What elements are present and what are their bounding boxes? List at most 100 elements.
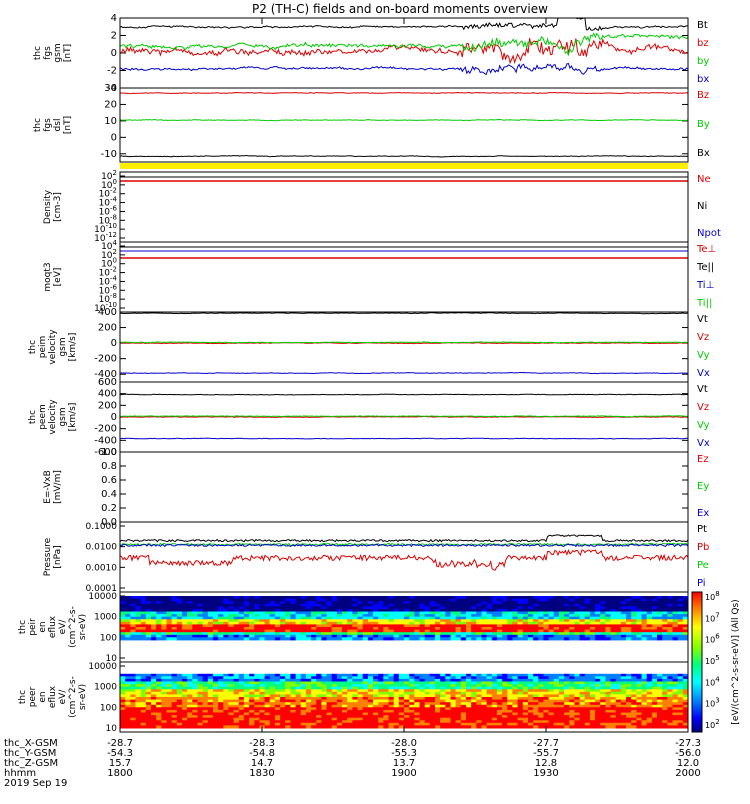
heatmap-cell bbox=[120, 629, 126, 633]
heatmap-cell bbox=[212, 697, 219, 701]
heatmap-cell bbox=[156, 715, 162, 719]
heatmap-cell bbox=[491, 717, 498, 721]
heatmap-cell bbox=[373, 712, 379, 716]
heatmap-cell bbox=[393, 725, 400, 729]
heatmap-cell bbox=[424, 603, 431, 607]
heatmap-cell bbox=[212, 676, 219, 680]
heatmap-cell bbox=[357, 673, 364, 677]
heatmap-cell bbox=[682, 707, 689, 711]
heatmap-cell bbox=[336, 627, 343, 631]
ytick-label: 102 bbox=[101, 248, 117, 261]
xaxis-value: 15.7 bbox=[109, 758, 131, 769]
heatmap-cell bbox=[486, 684, 493, 688]
heatmap-cell bbox=[228, 720, 235, 724]
heatmap-cell bbox=[682, 722, 689, 726]
heatmap-cell bbox=[336, 697, 343, 701]
legend-Vy: Vy bbox=[697, 420, 710, 431]
heatmap-cell bbox=[156, 596, 162, 600]
heatmap-cell bbox=[378, 606, 384, 610]
heatmap-cell bbox=[435, 704, 441, 708]
heatmap-cell bbox=[548, 634, 555, 638]
heatmap-cell bbox=[223, 606, 229, 610]
heatmap-cell bbox=[300, 686, 307, 690]
heatmap-cell bbox=[574, 619, 581, 623]
heatmap-cell bbox=[161, 629, 167, 633]
heatmap-cell bbox=[316, 629, 322, 633]
heatmap-cell bbox=[207, 616, 214, 620]
heatmap-cell bbox=[600, 691, 606, 695]
heatmap-cell bbox=[615, 722, 622, 726]
heatmap-cell bbox=[471, 634, 477, 638]
heatmap-cell bbox=[326, 717, 333, 721]
heatmap-cell bbox=[682, 601, 689, 605]
heatmap-cell bbox=[264, 725, 271, 729]
heatmap-cell bbox=[682, 596, 689, 600]
heatmap-cell bbox=[120, 624, 126, 628]
legend-Ti⊥: Ti⊥ bbox=[696, 280, 714, 291]
heatmap-cell bbox=[491, 606, 498, 610]
heatmap-cell bbox=[548, 627, 555, 631]
ytick-label: -200 bbox=[94, 424, 117, 435]
heatmap-cell bbox=[533, 686, 539, 690]
heatmap-cell bbox=[589, 634, 596, 638]
heatmap-cell bbox=[182, 596, 188, 600]
heatmap-cell bbox=[311, 725, 317, 729]
series-Pt bbox=[119, 534, 689, 543]
heatmap-cell bbox=[677, 717, 684, 721]
heatmap-cell bbox=[352, 720, 359, 724]
heatmap-cell bbox=[584, 709, 591, 713]
heatmap-cell bbox=[145, 598, 152, 602]
heatmap-cell bbox=[672, 634, 679, 638]
heatmap-cell bbox=[419, 722, 426, 726]
heatmap-cell bbox=[522, 707, 529, 711]
heatmap-cell bbox=[481, 712, 488, 716]
heatmap-cell bbox=[553, 707, 560, 711]
heatmap-cell bbox=[207, 725, 214, 729]
heatmap-cell bbox=[610, 709, 617, 713]
heatmap-cell bbox=[362, 699, 369, 703]
heatmap-cell bbox=[125, 616, 131, 620]
series-Vx bbox=[119, 437, 689, 440]
heatmap-cell bbox=[620, 606, 627, 610]
heatmap-cell bbox=[326, 689, 333, 693]
heatmap-cell bbox=[171, 699, 178, 703]
heatmap-cell bbox=[533, 715, 539, 719]
heatmap-cell bbox=[414, 709, 420, 713]
heatmap-cell bbox=[491, 722, 498, 726]
heatmap-cell bbox=[238, 637, 245, 641]
heatmap-cell bbox=[615, 684, 622, 688]
heatmap-cell bbox=[285, 686, 291, 690]
heatmap-cell bbox=[569, 621, 575, 625]
heatmap-cell bbox=[145, 702, 152, 706]
heatmap-cell bbox=[538, 707, 544, 711]
heatmap-cell bbox=[254, 709, 260, 713]
xaxis-value: -55.3 bbox=[391, 748, 417, 759]
heatmap-cell bbox=[672, 598, 679, 602]
heatmap-cell bbox=[243, 720, 250, 724]
ylabel-line: fgs bbox=[43, 46, 53, 60]
heatmap-cell bbox=[238, 712, 245, 716]
heatmap-cell bbox=[538, 637, 544, 641]
heatmap-cell bbox=[553, 681, 560, 685]
heatmap-cell bbox=[409, 619, 415, 623]
heatmap-cell bbox=[362, 637, 369, 641]
heatmap-cell bbox=[527, 634, 534, 638]
heatmap-cell bbox=[646, 689, 653, 693]
heatmap-cell bbox=[367, 621, 374, 625]
heatmap-cell bbox=[280, 694, 286, 698]
heatmap-cell bbox=[471, 725, 477, 729]
heatmap-cell bbox=[223, 681, 229, 685]
panel-ion_flux: thc peir en eflux eV/(cm^2-s-sr-eV)100001000… bbox=[18, 591, 689, 664]
heatmap-cell bbox=[522, 717, 529, 721]
heatmap-cell bbox=[182, 715, 188, 719]
heatmap-cell bbox=[404, 601, 410, 605]
heatmap-cell bbox=[662, 624, 668, 628]
heatmap-cell bbox=[120, 704, 126, 708]
heatmap-cell bbox=[502, 678, 508, 682]
heatmap-cell bbox=[373, 681, 379, 685]
ylabel-line: eflux bbox=[48, 615, 58, 638]
heatmap-cell bbox=[512, 627, 519, 631]
heatmap-cell bbox=[677, 596, 684, 600]
heatmap-cell bbox=[259, 606, 266, 610]
heatmap-cell bbox=[218, 614, 224, 618]
